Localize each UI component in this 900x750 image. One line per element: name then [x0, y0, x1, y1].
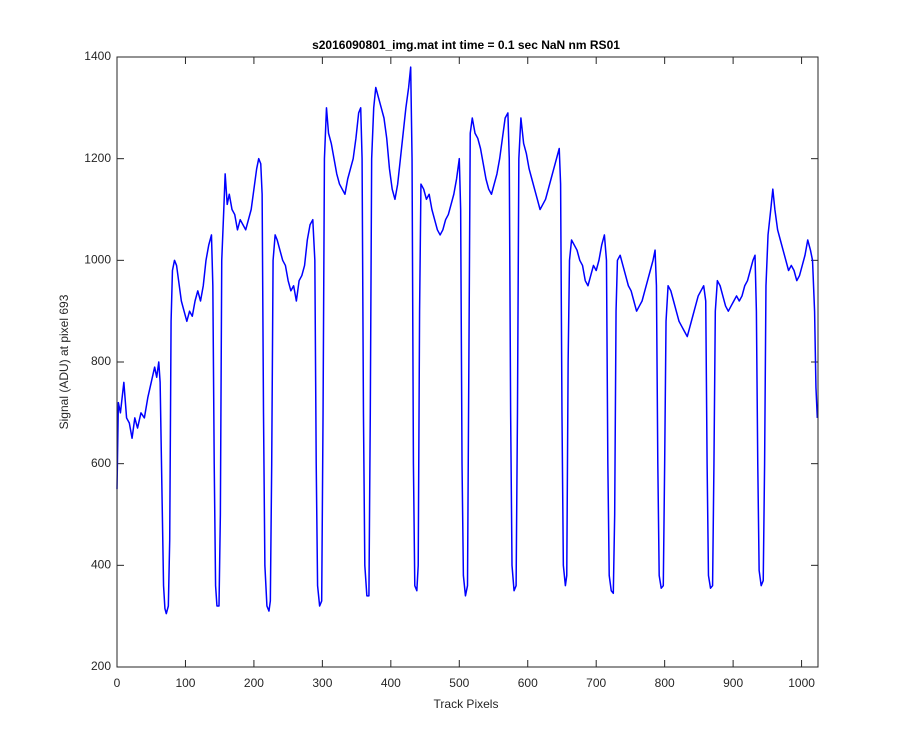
x-tick-label: 300: [312, 676, 332, 690]
y-tick-label: 1400: [84, 49, 111, 63]
y-tick-label: 1000: [84, 253, 111, 267]
chart-title: s2016090801_img.mat int time = 0.1 sec N…: [312, 38, 620, 52]
x-tick-label: 0: [114, 676, 121, 690]
x-tick-label: 400: [381, 676, 401, 690]
y-tick-label: 1200: [84, 151, 111, 165]
y-tick-label: 800: [91, 354, 111, 368]
x-tick-label: 900: [723, 676, 743, 690]
x-tick-label: 500: [449, 676, 469, 690]
x-tick-label: 100: [175, 676, 195, 690]
x-tick-label: 800: [655, 676, 675, 690]
plot-frame: [116, 56, 819, 668]
x-tick-label: 1000: [788, 676, 815, 690]
x-tick-label: 600: [518, 676, 538, 690]
y-tick-label: 600: [91, 456, 111, 470]
x-axis-label: Track Pixels: [434, 697, 499, 711]
x-tick-label: 700: [586, 676, 606, 690]
data-line: [116, 66, 819, 615]
y-axis-label: Signal (ADU) at pixel 693: [57, 294, 71, 429]
y-tick-label: 200: [91, 659, 111, 673]
y-tick-label: 400: [91, 558, 111, 572]
x-tick-label: 200: [244, 676, 264, 690]
